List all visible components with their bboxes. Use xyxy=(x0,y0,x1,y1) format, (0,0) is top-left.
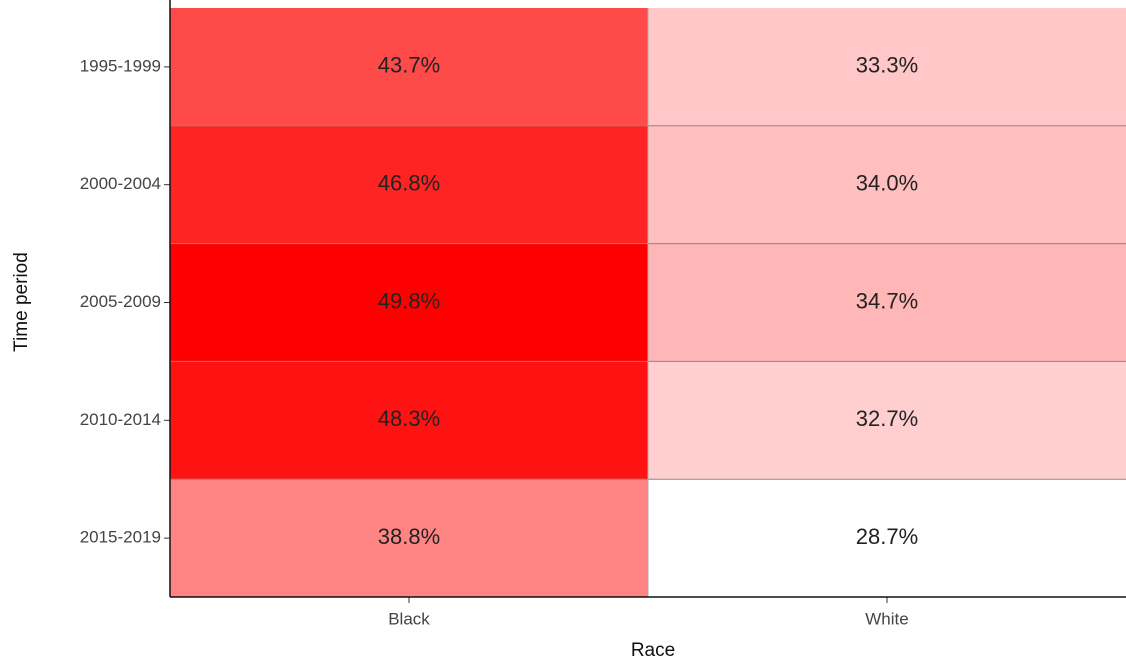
heat-cell xyxy=(648,8,1126,126)
x-axis-title: Race xyxy=(631,640,675,661)
value-label: 34.7% xyxy=(856,288,918,313)
heat-cell xyxy=(648,125,1126,244)
heat-cell xyxy=(170,243,648,362)
value-label: 46.8% xyxy=(378,171,440,196)
y-tick-label: 2005-2009 xyxy=(80,292,161,311)
value-label: 34.0% xyxy=(856,171,918,196)
value-label: 48.3% xyxy=(378,406,440,431)
value-label: 49.8% xyxy=(378,288,440,313)
y-tick-label: 2010-2014 xyxy=(80,410,161,429)
y-axis-title: Time period xyxy=(11,252,32,352)
heat-cell xyxy=(170,361,648,480)
x-tick-label: White xyxy=(865,609,908,628)
value-label: 38.8% xyxy=(378,524,440,549)
value-label: 28.7% xyxy=(856,524,918,549)
value-label: 33.3% xyxy=(856,53,918,78)
y-tick-label: 1995-1999 xyxy=(80,56,161,75)
heat-cell xyxy=(170,8,648,126)
heat-cell xyxy=(648,479,1126,597)
heat-cell xyxy=(648,361,1126,480)
heat-cell xyxy=(170,479,648,597)
value-label: 43.7% xyxy=(378,53,440,78)
heat-cell xyxy=(648,243,1126,362)
x-tick-label: Black xyxy=(388,609,430,628)
value-label: 32.7% xyxy=(856,406,918,431)
heat-cell xyxy=(170,125,648,244)
y-tick-label: 2000-2004 xyxy=(80,174,161,193)
y-tick-label: 2015-2019 xyxy=(80,528,161,547)
